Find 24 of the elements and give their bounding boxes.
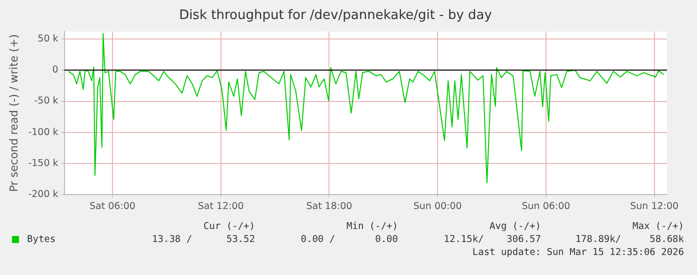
- text: 0.00 / 0.00: [300, 234, 398, 245]
- chart-title: Disk throughput for /dev/pannekake/git - by day: [179, 8, 492, 24]
- x-tick-label: Sun 00:00: [413, 200, 462, 212]
- y-axis-title: Pr second read (-) / write (+): [7, 34, 20, 192]
- text: Cur (-/+): [202, 221, 255, 232]
- x-tick-label: Sun 12:00: [630, 200, 679, 212]
- x-tick-label: Sat 12:00: [198, 200, 244, 212]
- text: 13.38 / 53.52: [151, 234, 255, 245]
- text: Max (-/+): [632, 221, 684, 232]
- x-tick-label: Sat 18:00: [306, 200, 352, 212]
- y-tick-label: -50 k: [34, 96, 59, 107]
- x-tick-label: Sun 06:00: [522, 200, 570, 212]
- text: Avg (-/+): [488, 221, 541, 232]
- y-tick-label: 0: [52, 64, 58, 76]
- legend-label: Bytes: [27, 234, 56, 245]
- y-tick-label: -100 k: [28, 126, 59, 138]
- y-tick-label: -150 k: [28, 158, 59, 169]
- y-tick-label: -200 k: [28, 189, 59, 200]
- text: Min (-/+): [346, 221, 398, 232]
- text: 178.89k/ 58.68k: [574, 234, 684, 245]
- x-tick-label: Sat 06:00: [89, 200, 136, 212]
- text: Last update: Sun Mar 15 12:35:06 2026: [471, 247, 684, 258]
- text: 12.15k/ 306.57: [442, 234, 541, 245]
- y-tick-label: 50 k: [38, 34, 59, 45]
